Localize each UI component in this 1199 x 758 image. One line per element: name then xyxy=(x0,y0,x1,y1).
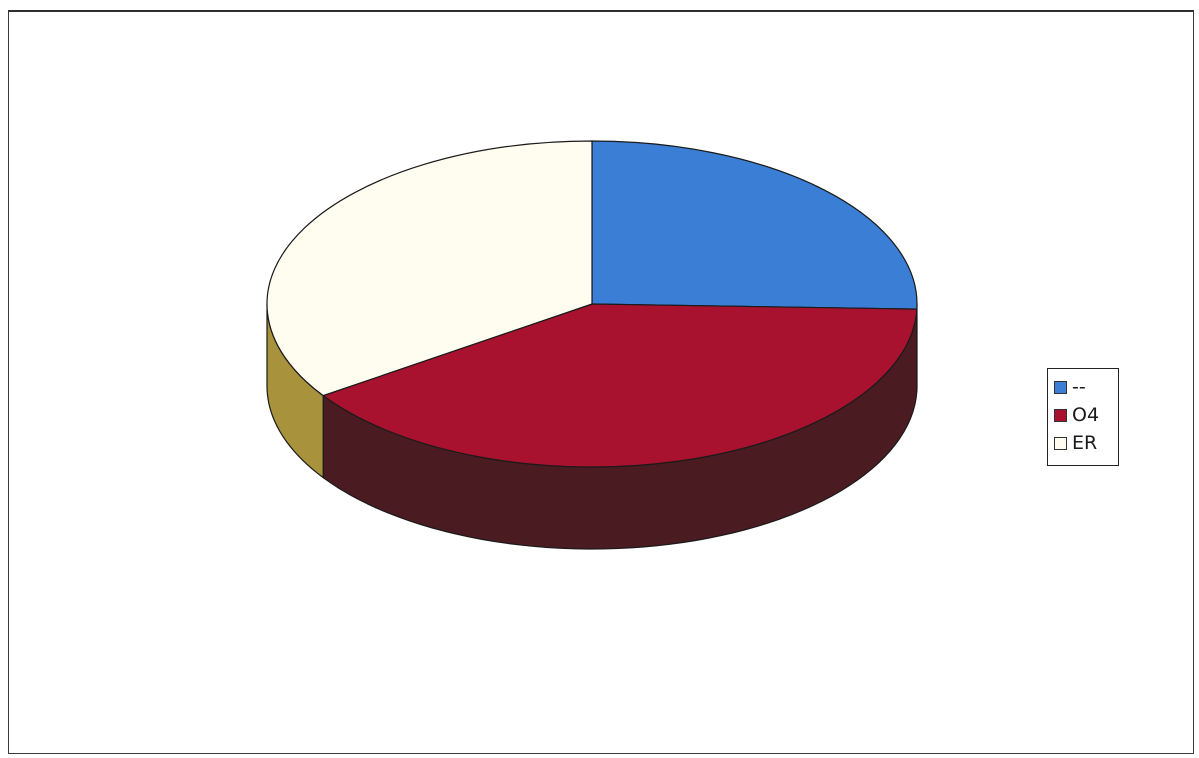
pie-slice-1 xyxy=(322,303,918,468)
legend: -- O4 ER xyxy=(1047,368,1119,466)
legend-item-0: -- xyxy=(1054,373,1118,401)
pie-slice-2 xyxy=(266,140,593,397)
legend-item-1: O4 xyxy=(1054,401,1118,429)
legend-swatch-2 xyxy=(1054,436,1067,450)
legend-label-0: -- xyxy=(1072,375,1086,398)
legend-label-1: O4 xyxy=(1072,403,1100,426)
pie-slice-0 xyxy=(591,140,918,310)
legend-label-2: ER xyxy=(1072,431,1098,454)
legend-swatch-1 xyxy=(1054,408,1067,422)
legend-item-2: ER xyxy=(1054,429,1118,457)
legend-swatch-0 xyxy=(1054,380,1067,394)
